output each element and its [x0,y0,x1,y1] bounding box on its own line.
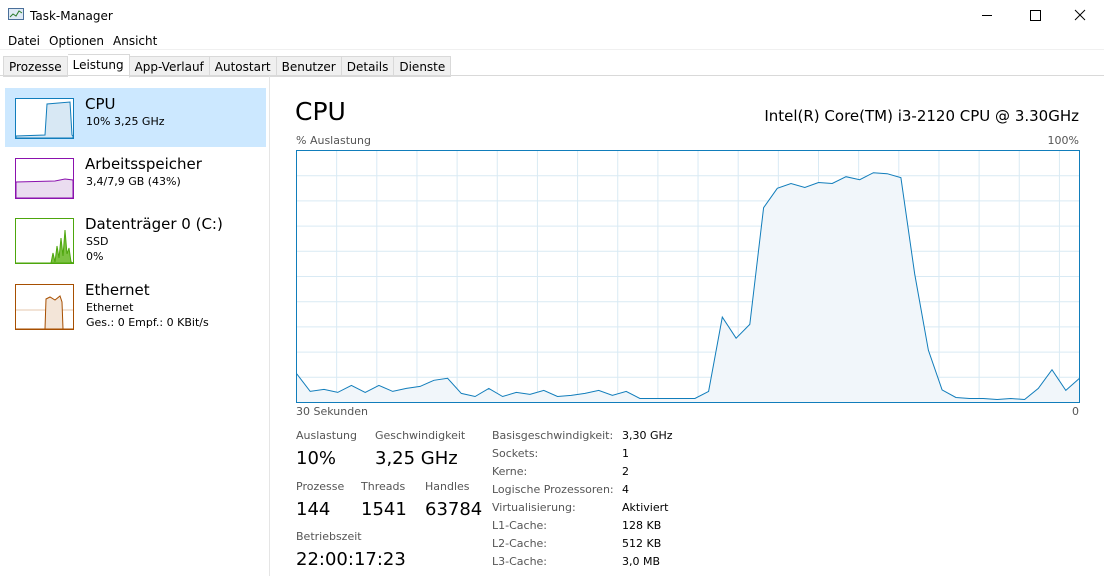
memory-thumb[interactable] [15,158,75,200]
stat-label: Geschwindigkeit [375,429,466,442]
stat-value: 22:00:17:23 [296,549,406,570]
sidebar-detail[interactable]: 0% [86,250,104,263]
sidebar-name[interactable]: Arbeitsspeicher [85,155,202,173]
menu-item[interactable]: Datei [8,34,41,48]
y-axis-label: % Auslastung [296,134,371,147]
stat-label: Handles [425,480,470,493]
detail-value: 1 [622,447,629,460]
separator [0,49,1104,50]
close[interactable] [1074,9,1086,21]
divider [269,76,270,576]
tab[interactable]: Prozesse [3,56,68,77]
cpu-graph [296,150,1080,403]
sidebar-name[interactable]: CPU [85,95,116,113]
detail-value: 4 [622,483,629,496]
tab[interactable]: Dienste [394,56,452,77]
sidebar-detail[interactable]: 3,4/7,9 GB (43%) [86,175,181,188]
menu-item[interactable]: Ansicht [113,34,158,48]
window-title: Task-Manager [30,9,113,23]
stat-label: Prozesse [296,480,345,493]
maximize[interactable] [1030,10,1041,21]
detail-value: 3,30 GHz [622,429,673,442]
detail-value: 2 [622,465,629,478]
tab[interactable]: Details [341,56,395,77]
tab-border [0,75,1104,76]
cpu-line [296,172,1080,401]
detail-value: 3,0 MB [622,555,661,568]
cpu-model: Intel(R) Core(TM) i3-2120 CPU @ 3.30GHz [764,107,1079,125]
main-title: CPU [295,97,346,126]
stat-label: Betriebszeit [296,530,362,543]
detail-label: Kerne: [492,465,528,478]
disk-thumb[interactable] [15,218,75,265]
stat-value: 3,25 GHz [375,448,458,469]
detail-value: Aktiviert [622,501,669,514]
detail-value: 128 KB [622,519,662,532]
tab-bar: Prozesse Leistung App-Verlauf Autostart Benu… [3,54,452,78]
ethernet-thumb[interactable] [15,284,75,331]
stat-label: Auslastung [296,429,357,442]
detail-label: L2-Cache: [492,537,548,550]
stat-value: 10% [296,448,337,469]
stat-value: 144 [296,499,331,520]
stat-label: Threads [361,480,406,493]
tab[interactable]: Benutzer [276,56,342,77]
detail-label: Basisgeschwindigkeit: [492,429,614,442]
graph-border [296,150,1080,403]
tab[interactable]: Autostart [209,56,277,77]
stat-value: 1541 [361,499,407,520]
sidebar-detail[interactable]: Ges.: 0 Empf.: 0 KBit/s [86,316,209,329]
y-max-label: 100% [1047,134,1079,147]
cpu-thumb[interactable] [15,98,75,140]
sidebar-name[interactable]: Ethernet [85,281,150,299]
stat-value: 63784 [425,499,483,520]
x-end-label: 0 [1072,405,1079,418]
menu-item[interactable]: Optionen [49,34,105,48]
sidebar-name[interactable]: Datenträger 0 (C:) [85,215,223,233]
tab[interactable]: App-Verlauf [129,56,210,77]
sidebar-detail[interactable]: SSD [86,235,109,248]
x-start-label: 30 Sekunden [296,405,368,418]
detail-label: Logische Prozessoren: [492,483,614,496]
detail-label: Virtualisierung: [492,501,576,514]
detail-label: Sockets: [492,447,539,460]
cpu-area [296,172,1080,403]
sidebar-detail[interactable]: 10% 3,25 GHz [86,115,165,128]
sidebar-detail[interactable]: Ethernet [86,301,134,314]
app-icon [8,8,24,20]
window-controls[interactable] [960,0,1104,30]
tab[interactable]: Leistung [67,54,130,78]
detail-label: L3-Cache: [492,555,548,568]
detail-value: 512 KB [622,537,662,550]
detail-label: L1-Cache: [492,519,548,532]
